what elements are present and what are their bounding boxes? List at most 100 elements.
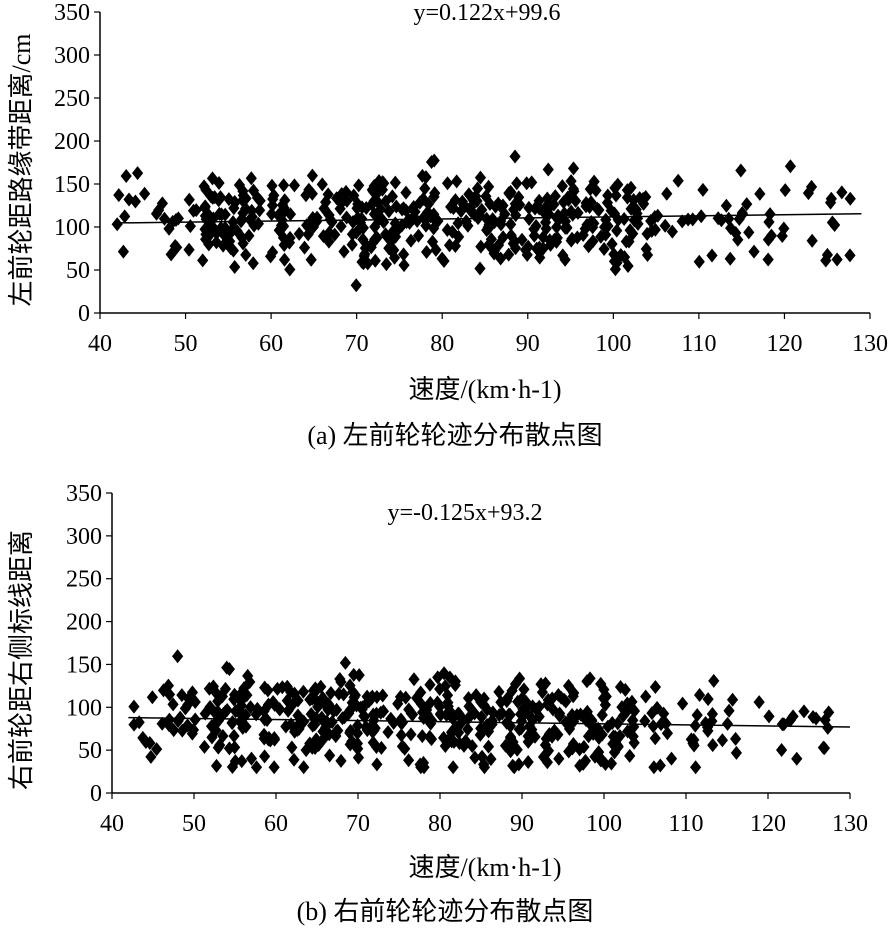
data-point	[172, 649, 184, 664]
data-point	[203, 681, 215, 696]
data-point	[163, 221, 175, 236]
data-point	[563, 744, 575, 759]
data-point	[559, 252, 571, 267]
data-point	[730, 745, 743, 760]
data-point	[310, 711, 322, 726]
data-point	[320, 195, 332, 210]
x-tick-label: 60	[259, 331, 283, 357]
data-point	[562, 678, 575, 693]
data-point	[568, 686, 580, 701]
data-point	[212, 740, 224, 755]
data-point	[552, 727, 564, 742]
x-tick-label: 40	[100, 811, 124, 837]
data-point	[701, 720, 714, 735]
data-point	[189, 712, 201, 727]
data-point	[323, 208, 335, 223]
data-point	[676, 214, 688, 229]
data-point	[478, 760, 491, 775]
data-point	[300, 188, 312, 203]
data-point	[356, 702, 368, 717]
data-point	[802, 186, 815, 201]
x-tick-label: 110	[668, 811, 703, 837]
data-point	[509, 676, 522, 691]
data-point	[455, 204, 467, 219]
data-point	[298, 240, 311, 255]
data-point	[343, 706, 355, 721]
data-point	[333, 686, 345, 701]
data-point	[380, 227, 392, 242]
x-tick-label: 100	[586, 811, 622, 837]
data-point	[282, 703, 294, 718]
data-point	[736, 206, 748, 221]
data-point	[129, 194, 142, 209]
data-point	[602, 188, 614, 203]
data-point	[754, 186, 766, 201]
data-point	[396, 202, 408, 217]
data-point	[499, 738, 512, 753]
data-point	[441, 176, 454, 191]
data-point	[367, 236, 379, 251]
data-point	[428, 153, 440, 168]
data-point	[547, 702, 559, 717]
data-point	[416, 729, 428, 744]
data-point	[466, 739, 478, 754]
data-point	[515, 714, 528, 729]
data-point	[560, 220, 572, 235]
data-point	[360, 201, 372, 216]
data-point	[408, 672, 420, 687]
data-point	[628, 719, 640, 734]
y-tick-label: 350	[54, 0, 90, 26]
data-point	[449, 193, 461, 208]
data-point	[439, 738, 451, 753]
data-point	[317, 724, 329, 739]
data-point	[247, 183, 260, 198]
data-point	[474, 727, 486, 742]
data-point	[400, 185, 412, 200]
data-point	[335, 219, 347, 234]
data-point	[702, 692, 714, 707]
data-point	[298, 760, 310, 775]
data-point	[244, 674, 256, 689]
data-point	[445, 199, 457, 214]
data-point	[542, 162, 554, 177]
data-point	[111, 217, 123, 232]
x-axis-title-a: 速度/(km·h-1)	[408, 375, 561, 404]
data-point	[323, 225, 335, 240]
data-point	[429, 186, 441, 201]
data-point	[181, 718, 194, 733]
data-point	[150, 206, 163, 221]
data-point	[120, 169, 132, 184]
data-point	[522, 755, 534, 770]
data-point	[732, 232, 744, 247]
data-point	[495, 695, 507, 710]
y-ticks-a: 0 50 100 150 200 250 300 350	[54, 0, 100, 327]
data-point	[608, 254, 621, 269]
data-point	[432, 670, 444, 685]
data-point	[414, 195, 426, 210]
data-point	[428, 207, 440, 222]
data-point	[214, 190, 227, 205]
data-point	[817, 740, 829, 755]
data-point	[397, 247, 410, 262]
data-point	[526, 175, 538, 190]
data-point	[406, 707, 419, 722]
caption-a: (a) 左前轮轮迹分布散点图	[307, 421, 602, 450]
data-point	[565, 233, 577, 248]
data-point	[209, 190, 221, 205]
x-tick-label: 50	[174, 331, 198, 357]
data-point	[640, 242, 652, 257]
data-point	[215, 690, 227, 705]
data-point	[482, 179, 495, 194]
data-point	[555, 690, 567, 705]
data-point	[326, 715, 338, 730]
data-point	[614, 679, 627, 694]
y-tick-label: 300	[66, 524, 102, 550]
data-point	[787, 709, 799, 724]
data-point	[266, 207, 278, 222]
data-point	[349, 688, 361, 703]
data-point	[646, 706, 658, 721]
data-point	[444, 670, 456, 685]
data-point	[229, 195, 241, 210]
y-ticks-b: 0 50 100 150 200 250 300 350	[66, 481, 112, 807]
data-point	[493, 684, 505, 699]
